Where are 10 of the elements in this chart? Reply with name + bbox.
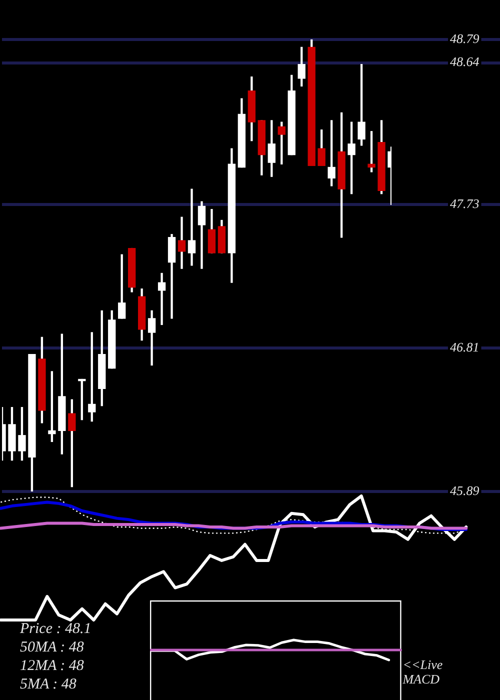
y-tick-label: 47.73 <box>450 196 480 212</box>
y-tick-label: 45.89 <box>450 482 480 498</box>
text: 12MA : 48 <box>20 658 84 674</box>
text: Price : 48.1 <box>19 620 92 637</box>
y-tick-label: 48.79 <box>450 30 480 46</box>
annotation: <<Live MACD <box>402 657 443 686</box>
y-tick-label: 46.81 <box>450 339 480 354</box>
text: 50MA : 48 <box>20 639 84 656</box>
y-tick-label: 48.64 <box>450 54 480 70</box>
text: 5MA : 48 <box>20 676 77 692</box>
